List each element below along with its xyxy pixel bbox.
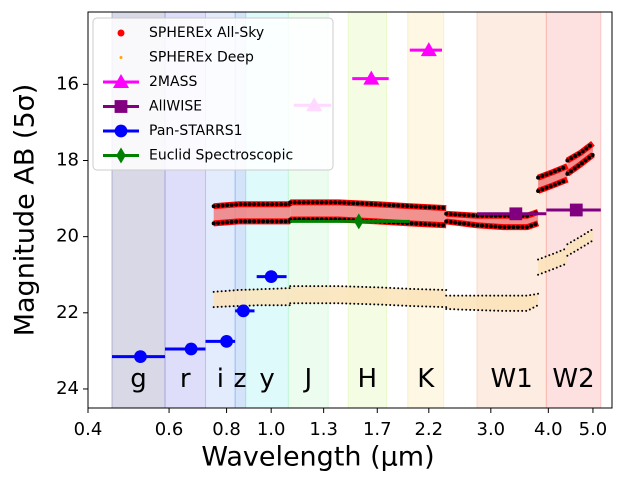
plot-frame	[87, 11, 613, 409]
y-tick-label: 16	[56, 73, 79, 94]
range-dots	[445, 292, 540, 297]
marker	[363, 70, 380, 85]
marker	[184, 342, 198, 356]
marker	[264, 270, 278, 284]
range-dots	[288, 200, 449, 211]
band-label: J	[302, 364, 312, 394]
range-dots	[445, 304, 540, 312]
range-dots	[444, 219, 541, 230]
y-tick-label: 24	[56, 378, 79, 399]
marker	[354, 213, 364, 230]
y-tick-label: 18	[56, 150, 79, 171]
band-label: g	[130, 364, 147, 394]
band-label: r	[180, 364, 191, 394]
range-dots	[289, 302, 448, 309]
range-dots	[565, 152, 595, 176]
range-dots	[211, 202, 293, 209]
legend-label: Pan-STARRS1	[149, 123, 243, 139]
x-tick-label: 0.8	[212, 419, 241, 440]
x-tick-label: 2.2	[414, 419, 443, 440]
marker	[236, 304, 250, 318]
x-tick-label: 1.3	[309, 419, 338, 440]
x-tick-label: 0.4	[74, 419, 103, 440]
range-dots	[211, 219, 293, 226]
legend-box	[92, 17, 334, 171]
marker	[114, 100, 128, 113]
range-dots	[212, 287, 292, 293]
x-tick-label: 5.0	[579, 419, 608, 440]
x-tick-label: 1.0	[257, 419, 286, 440]
legend-label: SPHEREx All-Sky	[149, 25, 264, 41]
marker	[220, 334, 233, 348]
range-fill	[290, 286, 447, 308]
marker	[114, 124, 128, 138]
legend-label: AllWISE	[149, 99, 202, 115]
band-label: W2	[552, 364, 594, 394]
marker	[117, 29, 125, 37]
range-fill	[567, 229, 593, 256]
legend-label: SPHEREx Deep	[149, 50, 254, 66]
marker	[113, 74, 129, 88]
y-tick-label: 22	[56, 302, 79, 323]
marker	[119, 56, 123, 59]
marker	[569, 203, 583, 217]
range-dots	[566, 228, 594, 246]
marker	[116, 147, 126, 164]
band-label: y	[259, 364, 274, 394]
y-axis-label: Magnitude AB (5σ)	[10, 84, 41, 337]
x-tick-label: 0.6	[155, 419, 184, 440]
range-dots	[565, 141, 595, 163]
range-dots	[537, 247, 569, 261]
range-fill	[446, 293, 539, 311]
x-tick-label: 4.0	[534, 419, 563, 440]
range-dots	[212, 304, 292, 309]
marker	[509, 207, 523, 221]
range-dots	[536, 177, 570, 193]
range-dots	[537, 262, 569, 276]
range-dots	[289, 285, 448, 291]
band-label: z	[234, 364, 248, 394]
marker	[420, 42, 437, 57]
band-label: K	[417, 364, 435, 394]
range-dots	[566, 239, 594, 257]
y-tick-label: 20	[56, 226, 79, 247]
range-fill	[213, 288, 291, 308]
band-label: W1	[491, 364, 533, 394]
band-label: i	[217, 364, 224, 394]
marker	[134, 350, 147, 363]
legend-label: Euclid Spectroscopic	[149, 148, 293, 164]
x-axis-label: Wavelength (μm)	[201, 442, 434, 473]
legend-label: 2MASS	[149, 74, 197, 90]
range-fill	[538, 248, 568, 275]
x-tick-label: 3.0	[477, 419, 506, 440]
range-dots	[536, 164, 570, 180]
x-tick-label: 1.7	[363, 419, 392, 440]
band-label: H	[358, 364, 378, 394]
